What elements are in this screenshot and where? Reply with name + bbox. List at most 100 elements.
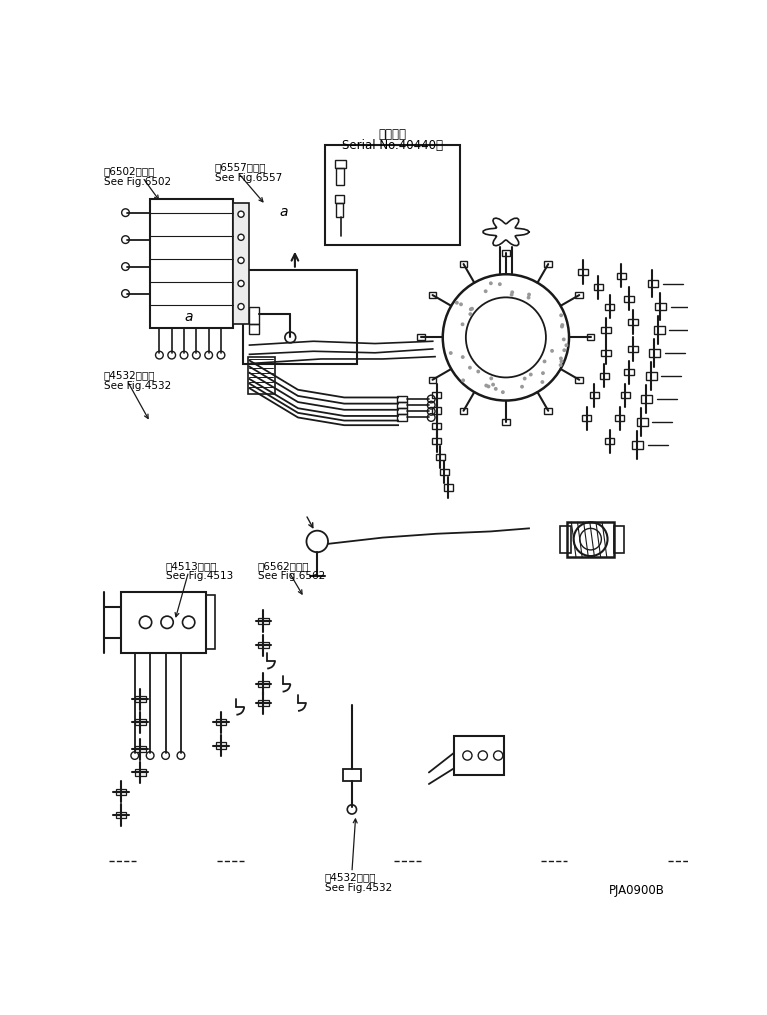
Bar [653,326,664,334]
Bar [590,392,599,398]
Circle shape [494,387,498,391]
Text: 適用号機: 適用号機 [379,128,407,141]
Bar [459,261,467,267]
Circle shape [468,365,472,369]
Bar [624,369,634,376]
Circle shape [510,290,514,294]
Text: PJA0900B: PJA0900B [609,884,665,897]
Text: 第4513図参照: 第4513図参照 [166,560,217,570]
Text: See Fig.4513: See Fig.4513 [166,571,233,582]
Circle shape [489,281,492,285]
Circle shape [558,363,562,367]
Circle shape [238,303,244,310]
Circle shape [491,383,495,387]
Circle shape [565,343,568,347]
Circle shape [523,377,527,381]
Bar [649,349,660,356]
Bar [335,160,346,168]
Bar [628,319,637,325]
Bar [578,269,588,275]
Circle shape [560,325,564,329]
Circle shape [562,337,566,341]
Bar [439,469,449,475]
Bar [646,373,657,380]
Bar [135,746,146,752]
Bar [135,720,146,726]
Bar [429,292,436,298]
Bar [459,408,467,414]
Circle shape [455,300,459,304]
Bar [432,392,441,398]
Text: 第6557図参照: 第6557図参照 [215,161,266,172]
Bar [337,203,343,216]
Circle shape [542,359,546,363]
Circle shape [461,323,465,326]
Bar [601,350,611,356]
Bar [502,250,510,256]
Bar [432,407,441,414]
Bar [121,592,206,653]
Bar [502,419,510,425]
Bar [587,334,594,340]
Bar [637,418,647,426]
Circle shape [561,323,565,327]
Bar [249,324,259,334]
Text: See Fig.6562: See Fig.6562 [258,571,325,582]
Circle shape [238,234,244,241]
Text: a: a [280,205,288,219]
Circle shape [562,348,566,352]
Bar [397,396,407,402]
Circle shape [529,373,533,377]
Circle shape [461,379,465,383]
Bar [116,789,127,795]
Circle shape [461,355,465,359]
Text: See Fig.6502: See Fig.6502 [104,178,171,187]
Bar [628,346,637,352]
Circle shape [476,369,480,374]
Bar [545,408,552,414]
Bar [655,302,666,311]
Circle shape [484,289,488,293]
Circle shape [541,371,545,376]
Circle shape [541,380,545,384]
Bar [116,812,127,818]
Circle shape [498,282,502,286]
Text: 第4532図参照: 第4532図参照 [104,369,156,380]
Bar [258,700,268,706]
Bar [615,415,624,421]
Bar [216,742,226,749]
Bar [605,303,614,310]
Text: See Fig.4532: See Fig.4532 [325,883,392,893]
Circle shape [520,385,524,389]
Bar [135,769,146,775]
Circle shape [238,280,244,286]
Bar [206,596,215,650]
Bar [258,618,268,624]
Bar [216,720,226,726]
Bar [337,168,344,185]
Bar [641,395,652,403]
Bar [432,438,441,445]
Bar [135,696,146,702]
Bar [621,392,630,398]
Text: See Fig.4532: See Fig.4532 [104,381,171,391]
Text: 第4532図参照: 第4532図参照 [325,873,377,883]
Text: 第6562図参照: 第6562図参照 [258,560,309,570]
Circle shape [486,385,490,389]
Circle shape [527,295,531,299]
Bar [443,484,453,490]
Bar [594,284,603,290]
Bar [343,768,361,781]
Bar [397,402,407,408]
Bar [248,356,275,394]
Bar [647,280,658,287]
Bar [233,203,249,325]
Bar [601,327,611,333]
Circle shape [449,351,453,355]
Circle shape [484,384,488,388]
Bar [249,307,259,324]
Bar [582,415,591,421]
Circle shape [469,313,472,316]
Bar [617,273,626,279]
Circle shape [550,349,554,353]
